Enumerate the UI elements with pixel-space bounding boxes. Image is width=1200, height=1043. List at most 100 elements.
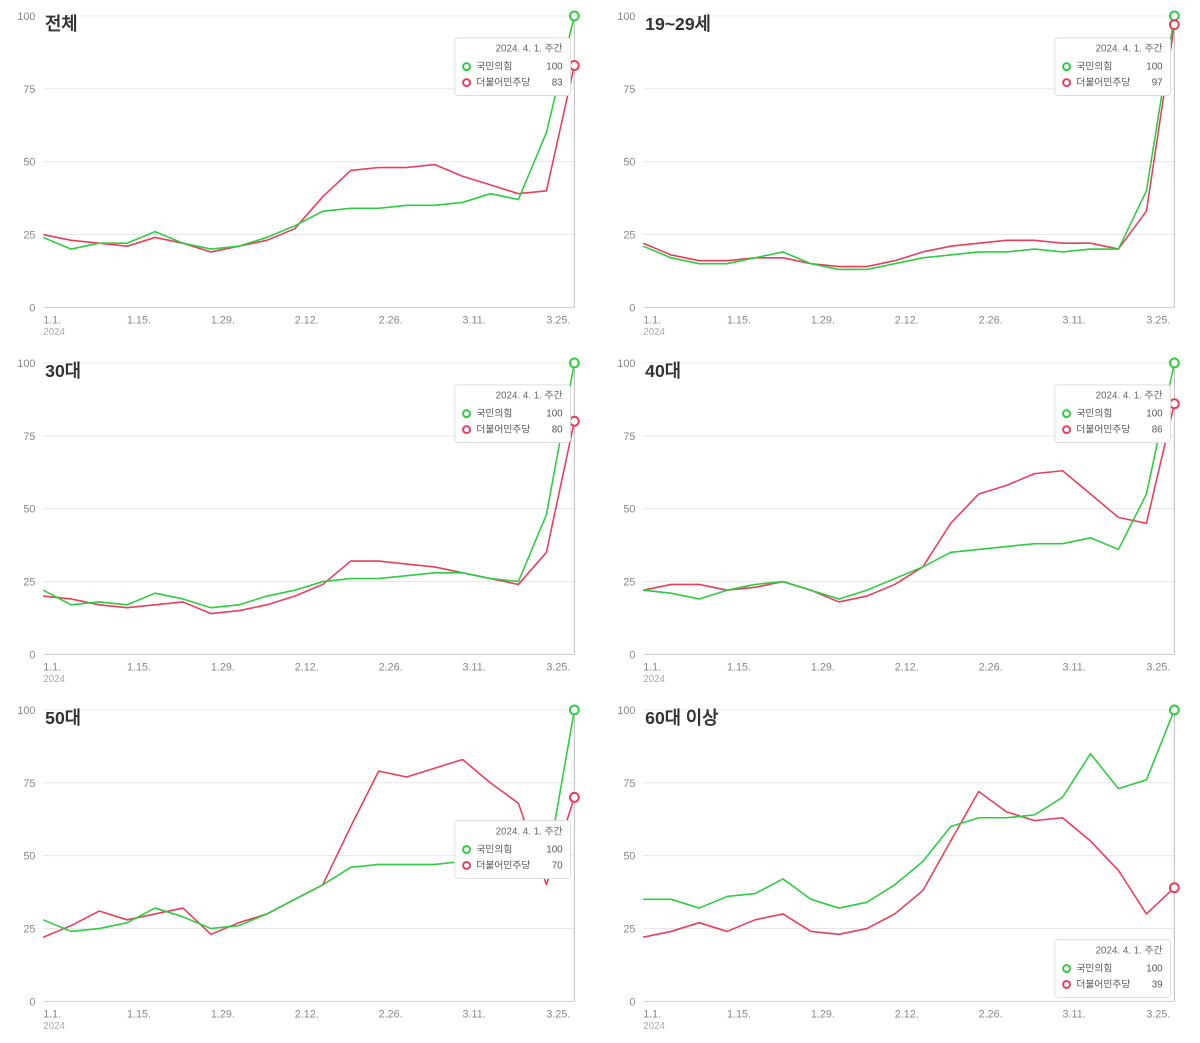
x-tick-label: 3.11. xyxy=(1063,661,1086,673)
y-tick-label: 100 xyxy=(617,358,635,370)
legend-marker xyxy=(463,862,470,869)
chart-title: 50대 xyxy=(45,708,81,728)
x-tick-label: 2.12. xyxy=(895,1009,919,1021)
legend-marker xyxy=(463,79,470,86)
endpoint-marker xyxy=(1170,11,1179,20)
legend-series-value: 97 xyxy=(1152,78,1163,89)
x-tick-label: 1.15. xyxy=(727,314,751,326)
x-tick-label: 2.26. xyxy=(379,1009,403,1021)
legend-marker xyxy=(1063,79,1070,86)
x-tick-label: 3.11. xyxy=(463,1009,486,1021)
legend-series-value: 86 xyxy=(1152,425,1163,436)
endpoint-marker xyxy=(1170,359,1179,368)
legend-marker xyxy=(463,846,470,853)
y-tick-label: 75 xyxy=(23,431,35,443)
x-tick-label: 3.25. xyxy=(1146,661,1170,673)
y-tick-label: 0 xyxy=(29,649,35,661)
y-tick-label: 25 xyxy=(23,229,35,241)
legend-series-label: 국민의힘 xyxy=(1076,408,1112,420)
legend-series-label: 더불어민주당 xyxy=(1076,979,1130,991)
legend-series-label: 더불어민주당 xyxy=(1076,76,1130,88)
legend-series-label: 국민의힘 xyxy=(1076,61,1112,73)
legend-marker xyxy=(1063,965,1070,972)
x-tick-label: 1.1. xyxy=(43,661,61,673)
legend-marker xyxy=(1063,63,1070,70)
chart-panel: 02550751001.1.1.15.1.29.2.12.2.26.3.11.3… xyxy=(0,0,600,347)
legend-marker xyxy=(1063,981,1070,988)
x-year-label: 2024 xyxy=(43,1021,65,1032)
series-line-gmin xyxy=(643,710,1174,908)
legend-title: 2024. 4. 1. 주간 xyxy=(496,390,563,402)
endpoint-marker xyxy=(1170,20,1179,29)
y-tick-label: 25 xyxy=(623,229,635,241)
chart-panel: 02550751001.1.1.15.1.29.2.12.2.26.3.11.3… xyxy=(600,0,1200,347)
x-tick-label: 3.25. xyxy=(546,314,570,326)
legend-series-value: 80 xyxy=(552,425,563,436)
y-tick-label: 0 xyxy=(629,649,635,661)
legend-series-value: 100 xyxy=(546,62,563,73)
x-tick-label: 1.1. xyxy=(643,1009,661,1021)
endpoint-marker xyxy=(570,359,579,368)
y-tick-label: 100 xyxy=(17,11,35,23)
x-tick-label: 2.12. xyxy=(895,661,919,673)
chart-title: 60대 이상 xyxy=(645,708,719,728)
legend-title: 2024. 4. 1. 주간 xyxy=(496,826,563,838)
y-tick-label: 75 xyxy=(623,84,635,96)
legend-series-value: 39 xyxy=(1152,980,1163,991)
x-tick-label: 2.12. xyxy=(295,661,319,673)
chart-panel: 02550751001.1.1.15.1.29.2.12.2.26.3.11.3… xyxy=(600,347,1200,694)
x-tick-label: 1.15. xyxy=(727,661,751,673)
chart-panel: 02550751001.1.1.15.1.29.2.12.2.26.3.11.3… xyxy=(0,347,600,694)
x-year-label: 2024 xyxy=(643,1021,665,1032)
endpoint-marker xyxy=(570,417,579,426)
y-tick-label: 50 xyxy=(623,504,635,516)
y-tick-label: 25 xyxy=(623,924,635,936)
legend-series-label: 더불어민주당 xyxy=(476,860,530,872)
x-tick-label: 3.25. xyxy=(1146,314,1170,326)
x-tick-label: 3.25. xyxy=(1146,1009,1170,1021)
legend-series-label: 국민의힘 xyxy=(476,61,512,73)
x-tick-label: 2.12. xyxy=(295,1009,319,1021)
y-tick-label: 50 xyxy=(623,851,635,863)
endpoint-marker xyxy=(1170,399,1179,408)
x-tick-label: 2.26. xyxy=(379,661,403,673)
chart-title: 30대 xyxy=(45,361,81,381)
legend-series-label: 국민의힘 xyxy=(476,408,512,420)
legend-series-label: 더불어민주당 xyxy=(476,424,530,436)
y-tick-label: 50 xyxy=(623,157,635,169)
legend-series-value: 100 xyxy=(546,409,563,420)
x-tick-label: 3.11. xyxy=(463,314,486,326)
y-tick-label: 0 xyxy=(629,997,635,1009)
x-tick-label: 3.25. xyxy=(546,1009,570,1021)
x-tick-label: 2.26. xyxy=(379,314,403,326)
endpoint-marker xyxy=(1170,884,1179,893)
x-tick-label: 1.15. xyxy=(727,1009,751,1021)
x-tick-label: 1.15. xyxy=(127,1009,151,1021)
x-tick-label: 1.1. xyxy=(43,1009,61,1021)
legend-series-label: 더불어민주당 xyxy=(476,76,530,88)
x-tick-label: 1.15. xyxy=(127,314,151,326)
x-tick-label: 1.15. xyxy=(127,661,151,673)
x-tick-label: 2.12. xyxy=(295,314,319,326)
x-tick-label: 1.1. xyxy=(643,661,661,673)
y-tick-label: 0 xyxy=(629,302,635,314)
legend-title: 2024. 4. 1. 주간 xyxy=(496,43,563,55)
legend-marker xyxy=(463,410,470,417)
x-tick-label: 2.26. xyxy=(979,661,1003,673)
legend-marker xyxy=(463,63,470,70)
x-tick-label: 3.25. xyxy=(546,661,570,673)
y-tick-label: 100 xyxy=(617,11,635,23)
legend-marker xyxy=(1063,426,1070,433)
y-tick-label: 25 xyxy=(623,577,635,589)
x-year-label: 2024 xyxy=(43,674,65,685)
series-line-dboul xyxy=(43,421,574,613)
x-tick-label: 1.29. xyxy=(211,1009,235,1021)
y-tick-label: 50 xyxy=(23,504,35,516)
legend-series-value: 100 xyxy=(1146,409,1163,420)
legend-series-value: 70 xyxy=(552,861,563,872)
x-tick-label: 1.29. xyxy=(811,1009,835,1021)
endpoint-marker xyxy=(1170,706,1179,715)
x-tick-label: 1.1. xyxy=(643,314,661,326)
endpoint-marker xyxy=(570,61,579,70)
legend-title: 2024. 4. 1. 주간 xyxy=(1096,390,1163,402)
